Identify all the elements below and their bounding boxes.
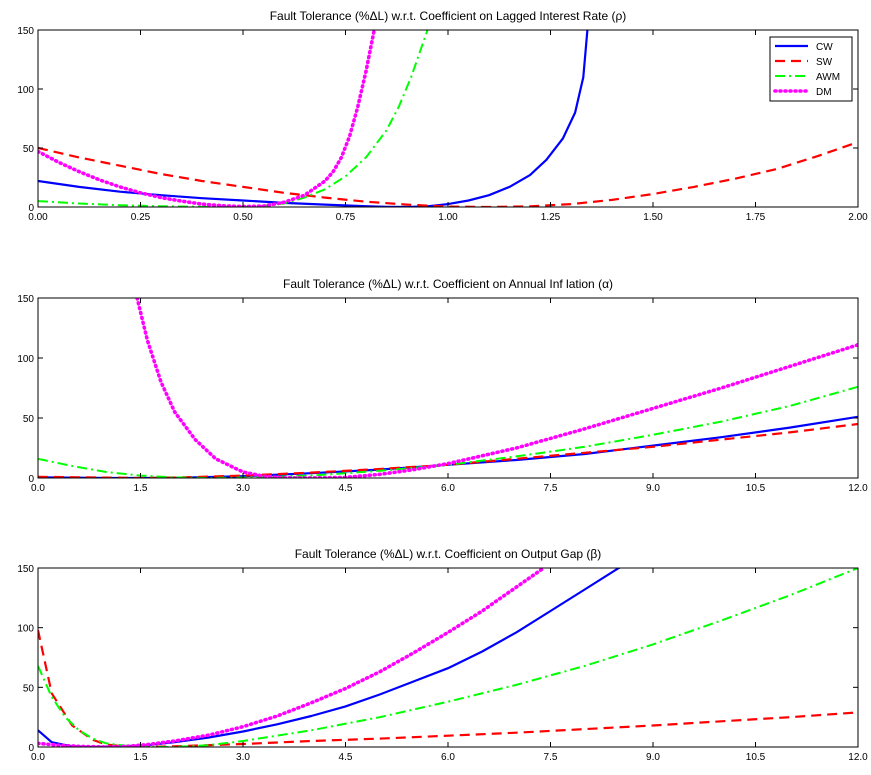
series-group — [38, 298, 858, 478]
x-tick-label: 3.0 — [236, 483, 250, 494]
x-tick-label: 0.75 — [336, 212, 356, 223]
x-tick-label: 0.0 — [31, 483, 45, 494]
chart-panel-3: Fault Tolerance (%ΔL) w.r.t. Coefficient… — [17, 547, 868, 763]
plot-frame — [37, 29, 859, 208]
y-tick-label: 0 — [28, 474, 34, 485]
x-tick-label: 12.0 — [848, 483, 868, 494]
y-tick-label: 100 — [17, 624, 34, 635]
x-tick-label: 7.5 — [544, 483, 558, 494]
y-tick-label: 50 — [23, 414, 35, 425]
x-tick-label: 6.0 — [441, 483, 455, 494]
x-tick-label: 4.5 — [339, 483, 353, 494]
x-tick-label: 6.0 — [441, 752, 455, 763]
x-tick-label: 1.75 — [746, 212, 766, 223]
series-line-dm — [135, 298, 858, 478]
x-tick-label: 10.5 — [746, 483, 766, 494]
series-line-sw — [38, 141, 858, 207]
legend-label-cw: CW — [816, 42, 833, 53]
y-tick-label: 0 — [28, 203, 34, 214]
y-tick-label: 50 — [23, 144, 35, 155]
x-tick-label: 2.00 — [848, 212, 868, 223]
y-tick-label: 50 — [23, 683, 35, 694]
x-tick-label: 1.00 — [438, 212, 458, 223]
series-line-cw — [38, 568, 622, 747]
legend-label-dm: DM — [816, 87, 832, 98]
x-tick-label: 0.0 — [31, 752, 45, 763]
series-group — [38, 30, 858, 207]
x-tick-label: 7.5 — [544, 752, 558, 763]
chart-panel-2: Fault Tolerance (%ΔL) w.r.t. Coefficient… — [17, 277, 868, 494]
legend-label-sw: SW — [816, 57, 833, 68]
series-line-awm — [38, 30, 429, 207]
x-tick-label: 1.50 — [643, 212, 663, 223]
series-line-cw — [38, 415, 858, 478]
x-tick-label: 9.0 — [646, 752, 660, 763]
chart-title: Fault Tolerance (%ΔL) w.r.t. Coefficient… — [283, 277, 613, 291]
x-tick-label: 1.5 — [134, 483, 148, 494]
series-line-cw — [38, 30, 589, 207]
x-tick-label: 3.0 — [236, 752, 250, 763]
series-line-dm — [38, 30, 377, 207]
y-tick-label: 150 — [17, 294, 34, 305]
x-tick-label: 0.00 — [28, 212, 48, 223]
y-tick-label: 100 — [17, 354, 34, 365]
x-tick-label: 0.25 — [131, 212, 151, 223]
x-tick-label: 9.0 — [646, 483, 660, 494]
chart-title: Fault Tolerance (%ΔL) w.r.t. Coefficient… — [295, 547, 602, 561]
y-tick-label: 150 — [17, 564, 34, 575]
y-tick-label: 100 — [17, 85, 34, 96]
series-line-awm — [38, 568, 858, 747]
x-tick-label: 1.25 — [541, 212, 561, 223]
chart-panel-1: Fault Tolerance (%ΔL) w.r.t. Coefficient… — [17, 9, 868, 223]
x-tick-label: 0.50 — [233, 212, 253, 223]
legend: CW SW AWM DM — [769, 36, 853, 102]
y-tick-label: 150 — [17, 26, 34, 37]
legend-label-awm: AWM — [816, 72, 840, 83]
series-line-sw — [38, 629, 858, 747]
x-tick-label: 4.5 — [339, 752, 353, 763]
plot-frame — [37, 297, 859, 479]
x-tick-label: 12.0 — [848, 752, 868, 763]
x-tick-label: 10.5 — [746, 752, 766, 763]
series-group — [38, 568, 858, 747]
y-tick-label: 0 — [28, 743, 34, 754]
series-line-sw — [38, 422, 858, 478]
x-tick-label: 1.5 — [134, 752, 148, 763]
chart-title: Fault Tolerance (%ΔL) w.r.t. Coefficient… — [270, 9, 627, 23]
